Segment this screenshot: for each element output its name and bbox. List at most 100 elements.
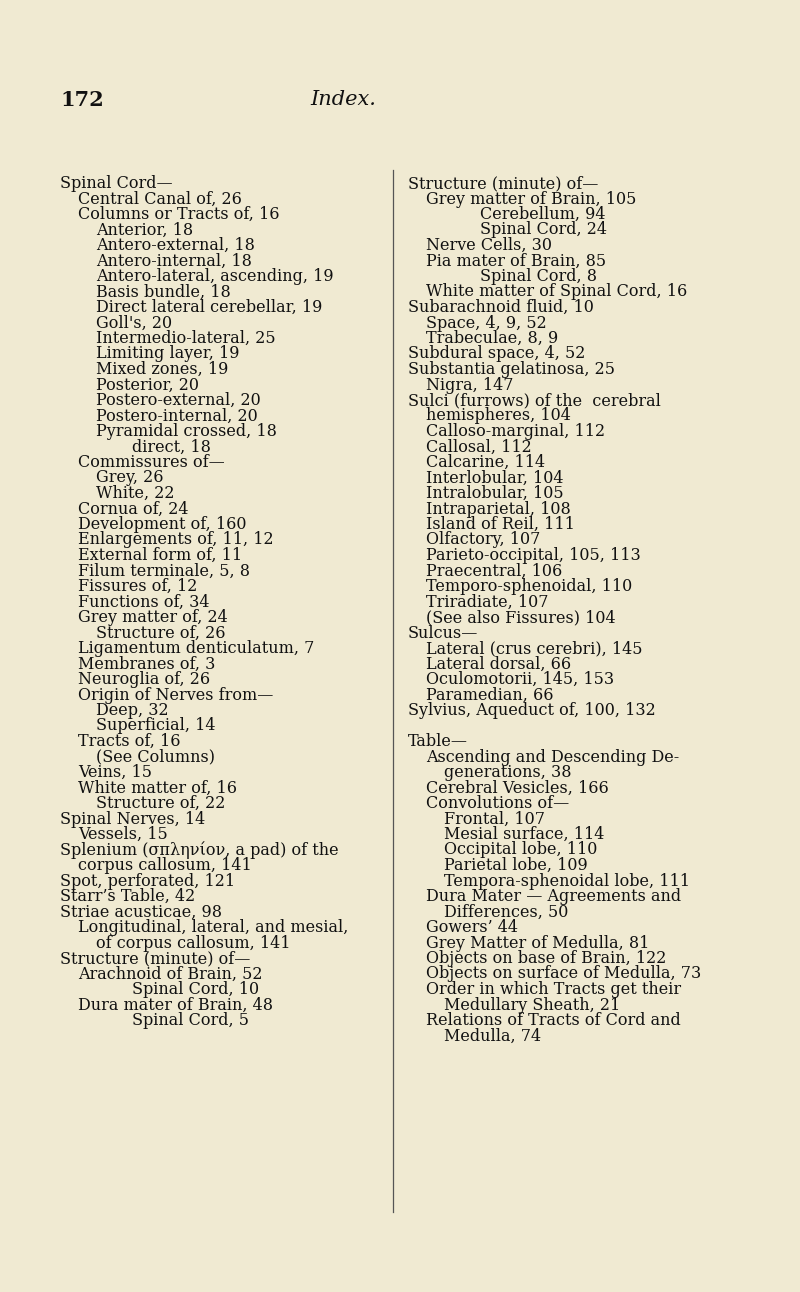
Text: Structure (minute) of—: Structure (minute) of— (60, 950, 250, 966)
Text: Gowers’ 44: Gowers’ 44 (426, 919, 518, 935)
Text: Occipital lobe, 110: Occipital lobe, 110 (444, 841, 598, 858)
Text: Cornua of, 24: Cornua of, 24 (78, 500, 189, 518)
Text: Spinal Cord, 10: Spinal Cord, 10 (132, 981, 259, 997)
Text: Postero-internal, 20: Postero-internal, 20 (96, 407, 258, 425)
Text: Tempora-sphenoidal lobe, 111: Tempora-sphenoidal lobe, 111 (444, 872, 690, 889)
Text: Table—: Table— (408, 733, 468, 749)
Text: of corpus callosum, 141: of corpus callosum, 141 (96, 934, 290, 951)
Text: Sulcus—: Sulcus— (408, 624, 478, 642)
Text: Anterior, 18: Anterior, 18 (96, 221, 193, 239)
Text: Sylvius, Aqueduct of, 100, 132: Sylvius, Aqueduct of, 100, 132 (408, 702, 656, 720)
Text: Spinal Cord—: Spinal Cord— (60, 174, 173, 193)
Text: Olfactory, 107: Olfactory, 107 (426, 531, 540, 549)
Text: Ligamentum denticulatum, 7: Ligamentum denticulatum, 7 (78, 640, 314, 658)
Text: Callosal, 112: Callosal, 112 (426, 438, 532, 456)
Text: Calloso-marginal, 112: Calloso-marginal, 112 (426, 422, 605, 441)
Text: Vessels, 15: Vessels, 15 (78, 826, 168, 842)
Text: Direct lateral cerebellar, 19: Direct lateral cerebellar, 19 (96, 298, 322, 317)
Text: Praecentral, 106: Praecentral, 106 (426, 562, 562, 580)
Text: Spinal Cord, 8: Spinal Cord, 8 (480, 267, 597, 286)
Text: Spinal Cord, 5: Spinal Cord, 5 (132, 1012, 249, 1028)
Text: 172: 172 (60, 90, 104, 110)
Text: Sulci (furrows) of the  cerebral: Sulci (furrows) of the cerebral (408, 391, 661, 410)
Text: Mixed zones, 19: Mixed zones, 19 (96, 360, 228, 379)
Text: (See Columns): (See Columns) (96, 748, 215, 765)
Text: Central Canal of, 26: Central Canal of, 26 (78, 190, 242, 208)
Text: Lateral dorsal, 66: Lateral dorsal, 66 (426, 655, 571, 673)
Text: Subarachnoid fluid, 10: Subarachnoid fluid, 10 (408, 298, 594, 317)
Text: Tracts of, 16: Tracts of, 16 (78, 733, 181, 749)
Text: Trabeculae, 8, 9: Trabeculae, 8, 9 (426, 329, 558, 348)
Text: Development of, 160: Development of, 160 (78, 516, 246, 534)
Text: Paramedian, 66: Paramedian, 66 (426, 686, 554, 704)
Text: Filum terminale, 5, 8: Filum terminale, 5, 8 (78, 562, 250, 580)
Text: Antero-internal, 18: Antero-internal, 18 (96, 252, 252, 270)
Text: Differences, 50: Differences, 50 (444, 903, 568, 920)
Text: Superficial, 14: Superficial, 14 (96, 717, 215, 734)
Text: Spinal Cord, 24: Spinal Cord, 24 (480, 221, 607, 239)
Text: Spinal Nerves, 14: Spinal Nerves, 14 (60, 810, 206, 827)
Text: Grey, 26: Grey, 26 (96, 469, 163, 487)
Text: Grey matter of, 24: Grey matter of, 24 (78, 609, 228, 627)
Text: External form of, 11: External form of, 11 (78, 547, 242, 565)
Text: Cerebral Vesicles, 166: Cerebral Vesicles, 166 (426, 779, 609, 796)
Text: Index.: Index. (310, 90, 376, 109)
Text: Posterior, 20: Posterior, 20 (96, 376, 199, 394)
Text: Pyramidal crossed, 18: Pyramidal crossed, 18 (96, 422, 277, 441)
Text: Objects on surface of Medulla, 73: Objects on surface of Medulla, 73 (426, 965, 702, 982)
Text: Antero-external, 18: Antero-external, 18 (96, 236, 255, 255)
Text: Order in which Tracts get their: Order in which Tracts get their (426, 981, 681, 997)
Text: Convolutions of—: Convolutions of— (426, 795, 570, 811)
Text: corpus callosum, 141: corpus callosum, 141 (78, 857, 252, 873)
Text: Functions of, 34: Functions of, 34 (78, 593, 210, 611)
Text: generations, 38: generations, 38 (444, 764, 571, 780)
Text: Cerebellum, 94: Cerebellum, 94 (480, 205, 606, 224)
Text: Spot, perforated, 121: Spot, perforated, 121 (60, 872, 235, 889)
Text: Substantia gelatinosa, 25: Substantia gelatinosa, 25 (408, 360, 615, 379)
Text: direct, 18: direct, 18 (132, 438, 211, 456)
Text: Objects on base of Brain, 122: Objects on base of Brain, 122 (426, 950, 666, 966)
Text: Triradiate, 107: Triradiate, 107 (426, 593, 549, 611)
Text: Oculomotorii, 145, 153: Oculomotorii, 145, 153 (426, 671, 614, 689)
Text: Membranes of, 3: Membranes of, 3 (78, 655, 215, 673)
Text: Parieto-occipital, 105, 113: Parieto-occipital, 105, 113 (426, 547, 641, 565)
Text: Medulla, 74: Medulla, 74 (444, 1027, 541, 1044)
Text: Commissures of—: Commissures of— (78, 453, 225, 472)
Text: Arachnoid of Brain, 52: Arachnoid of Brain, 52 (78, 965, 262, 982)
Text: Columns or Tracts of, 16: Columns or Tracts of, 16 (78, 205, 279, 224)
Text: Space, 4, 9, 52: Space, 4, 9, 52 (426, 314, 546, 332)
Text: Starr’s Table, 42: Starr’s Table, 42 (60, 888, 195, 904)
Text: Basis bundle, 18: Basis bundle, 18 (96, 283, 230, 301)
Text: Subdural space, 4, 52: Subdural space, 4, 52 (408, 345, 586, 363)
Text: Dura Mater — Agreements and: Dura Mater — Agreements and (426, 888, 681, 904)
Text: Postero-external, 20: Postero-external, 20 (96, 391, 261, 410)
Text: Splenium (σπληνίον, a pad) of the: Splenium (σπληνίον, a pad) of the (60, 841, 338, 859)
Text: Medullary Sheath, 21: Medullary Sheath, 21 (444, 996, 620, 1013)
Text: Limiting layer, 19: Limiting layer, 19 (96, 345, 239, 363)
Text: Nigra, 147: Nigra, 147 (426, 376, 514, 394)
Text: White matter of Spinal Cord, 16: White matter of Spinal Cord, 16 (426, 283, 687, 301)
Text: White, 22: White, 22 (96, 484, 174, 503)
Text: Structure of, 22: Structure of, 22 (96, 795, 226, 811)
Text: Lateral (crus cerebri), 145: Lateral (crus cerebri), 145 (426, 640, 642, 658)
Text: Striae acusticae, 98: Striae acusticae, 98 (60, 903, 222, 920)
Text: Neuroglia of, 26: Neuroglia of, 26 (78, 671, 210, 689)
Text: Grey Matter of Medulla, 81: Grey Matter of Medulla, 81 (426, 934, 650, 951)
Text: Intermedio-lateral, 25: Intermedio-lateral, 25 (96, 329, 276, 348)
Text: (See also Fissures) 104: (See also Fissures) 104 (426, 609, 616, 627)
Text: Structure (minute) of—: Structure (minute) of— (408, 174, 598, 193)
Text: Grey matter of Brain, 105: Grey matter of Brain, 105 (426, 190, 636, 208)
Text: Temporo-sphenoidal, 110: Temporo-sphenoidal, 110 (426, 578, 632, 596)
Text: Mesial surface, 114: Mesial surface, 114 (444, 826, 604, 842)
Text: Deep, 32: Deep, 32 (96, 702, 169, 720)
Text: Relations of Tracts of Cord and: Relations of Tracts of Cord and (426, 1012, 681, 1028)
Text: Fissures of, 12: Fissures of, 12 (78, 578, 198, 596)
Text: Origin of Nerves from—: Origin of Nerves from— (78, 686, 274, 704)
Text: Frontal, 107: Frontal, 107 (444, 810, 545, 827)
Text: Interlobular, 104: Interlobular, 104 (426, 469, 563, 487)
Text: Pia mater of Brain, 85: Pia mater of Brain, 85 (426, 252, 606, 270)
Text: Enlargements of, 11, 12: Enlargements of, 11, 12 (78, 531, 274, 549)
Text: Dura mater of Brain, 48: Dura mater of Brain, 48 (78, 996, 273, 1013)
Text: Calcarine, 114: Calcarine, 114 (426, 453, 545, 472)
Text: Goll's, 20: Goll's, 20 (96, 314, 172, 332)
